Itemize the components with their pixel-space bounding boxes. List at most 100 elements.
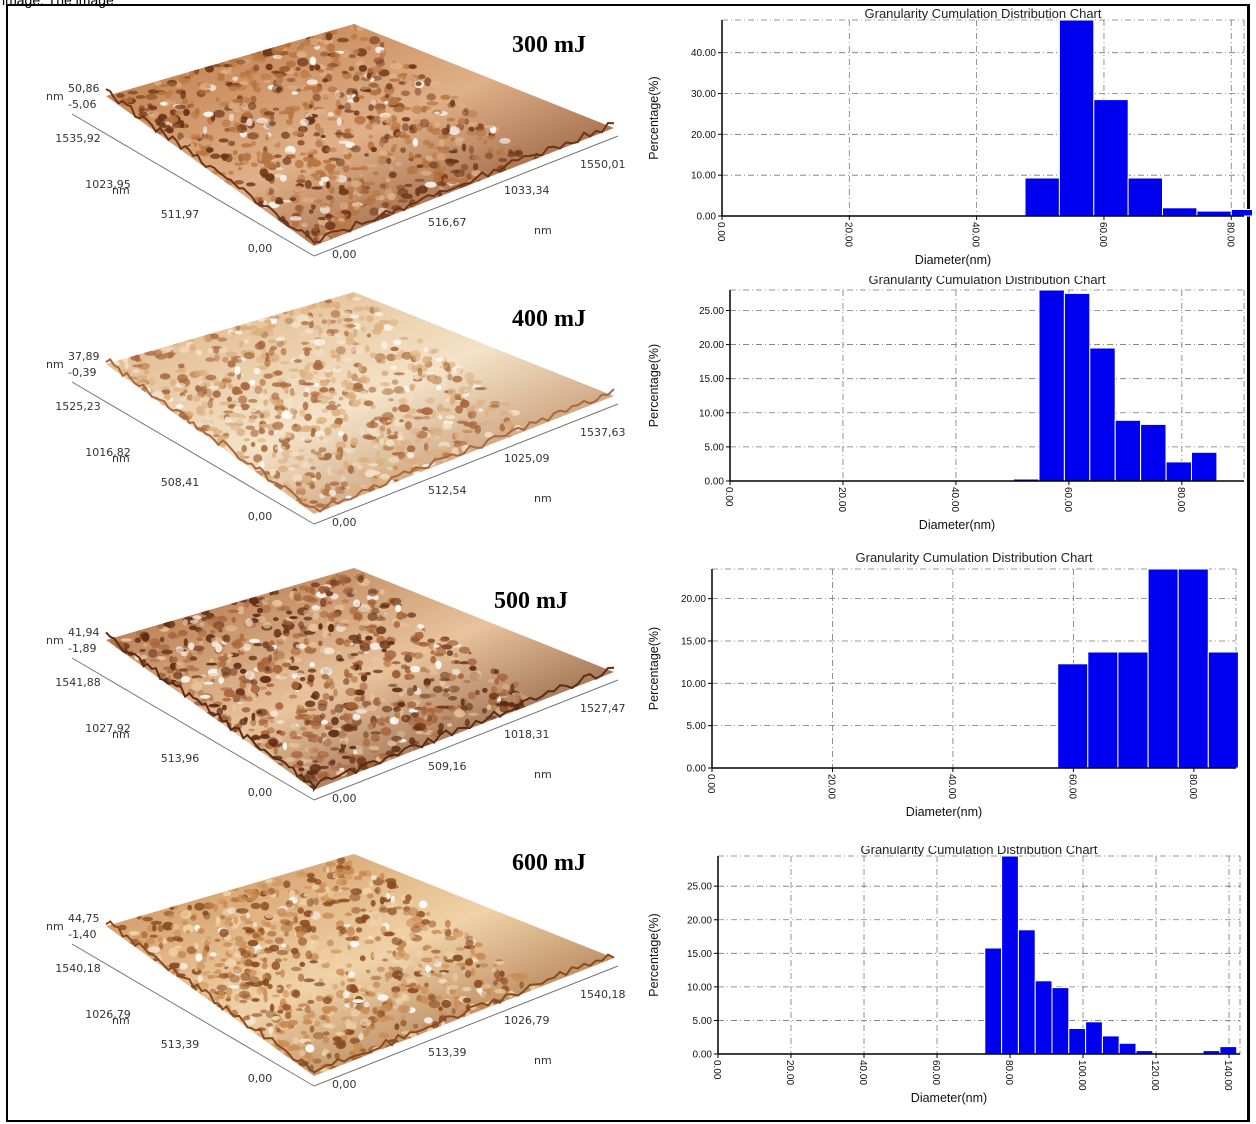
histogram-bar bbox=[1038, 289, 1065, 482]
afm-x-axis bbox=[313, 403, 619, 525]
histogram-chart: Granularity Cumulation Distribution Char… bbox=[647, 8, 1252, 267]
afm-z-max: 37,89 bbox=[68, 350, 100, 363]
afm-z-unit: nm bbox=[46, 90, 64, 103]
y-tick-label: 5.00 bbox=[693, 1016, 713, 1027]
x-tick-label: 140.00 bbox=[1222, 1060, 1233, 1091]
histogram-chart: Granularity Cumulation Distribution Char… bbox=[647, 846, 1241, 1105]
afm-surface-panel: nm 44,75 -1,40 1540,18 1026,79 513,39 0,00 nm 0,… bbox=[14, 838, 634, 1108]
afm-x-tick-label: 513,39 bbox=[428, 1046, 467, 1059]
y-tick-label: 5.00 bbox=[687, 721, 707, 732]
afm-x-tick-label: 1537,63 bbox=[580, 426, 626, 439]
afm-y-tick-label: 0,00 bbox=[248, 786, 273, 799]
y-tick-label: 15.00 bbox=[681, 636, 706, 647]
afm-surface-edge bbox=[105, 88, 615, 246]
afm-y-unit: nm bbox=[112, 728, 130, 741]
afm-x-tick-label: 1018,31 bbox=[504, 728, 550, 741]
afm-y-tick-label: 1540,18 bbox=[55, 962, 101, 975]
afm-x-tick-label: 512,54 bbox=[428, 484, 467, 497]
y-axis-label: Percentage(%) bbox=[647, 913, 661, 996]
x-tick-label: 0.00 bbox=[711, 1060, 722, 1080]
afm-surface-edge bbox=[105, 358, 615, 513]
afm-surface bbox=[106, 854, 614, 1076]
x-tick-label: 20.00 bbox=[836, 487, 847, 512]
histogram-bar bbox=[1001, 855, 1019, 1055]
afm-x-tick-label: 0,00 bbox=[332, 248, 357, 261]
afm-y-tick-label: 0,00 bbox=[248, 510, 273, 523]
afm-y-unit: nm bbox=[112, 184, 130, 197]
afm-z-max: 44,75 bbox=[68, 912, 100, 925]
histogram-bar bbox=[1191, 451, 1218, 482]
histogram-bar bbox=[1117, 651, 1149, 769]
afm-y-tick-label: 1026,79 bbox=[85, 1008, 131, 1021]
histogram-bar bbox=[1127, 177, 1164, 217]
x-tick-label: 20.00 bbox=[784, 1060, 795, 1085]
x-tick-label: 80.00 bbox=[1175, 487, 1186, 512]
afm-surface-3d: nm 37,89 -0,39 1525,23 1016,82 508,41 0,00 nm 0,… bbox=[46, 292, 626, 529]
x-axis-label: Diameter(nm) bbox=[911, 1091, 987, 1105]
afm-y-unit: nm bbox=[112, 1014, 130, 1027]
afm-x-axis bbox=[313, 965, 619, 1087]
afm-y-axis bbox=[71, 113, 315, 257]
afm-y-tick-label: 0,00 bbox=[248, 1072, 273, 1085]
y-tick-label: 10.00 bbox=[681, 679, 706, 690]
y-tick-label: 10.00 bbox=[691, 171, 716, 182]
histogram-bar bbox=[1034, 980, 1053, 1055]
afm-y-tick-label: 513,39 bbox=[161, 1038, 200, 1051]
x-tick-label: 0.00 bbox=[723, 487, 734, 507]
x-tick-label: 0.00 bbox=[705, 774, 716, 794]
afm-grain-texture bbox=[116, 24, 547, 243]
afm-x-unit: nm bbox=[534, 492, 552, 505]
afm-z-unit: nm bbox=[46, 358, 64, 371]
x-tick-label: 60.00 bbox=[930, 1060, 941, 1085]
afm-y-tick-label: 511,97 bbox=[161, 208, 200, 221]
afm-y-tick-label: 1027,92 bbox=[85, 722, 131, 735]
histogram-bar bbox=[1087, 651, 1119, 769]
x-tick-label: 80.00 bbox=[1003, 1060, 1014, 1085]
afm-x-tick-label: 1026,79 bbox=[504, 1014, 550, 1027]
afm-y-axis bbox=[71, 381, 315, 525]
x-tick-label: 60.00 bbox=[1062, 487, 1073, 512]
y-axis-label: Percentage(%) bbox=[647, 76, 661, 159]
histogram-bar bbox=[1085, 1021, 1103, 1055]
afm-y-tick-label: 0,00 bbox=[248, 242, 273, 255]
histogram-bar bbox=[1101, 1035, 1120, 1055]
afm-x-tick-label: 509,16 bbox=[428, 760, 467, 773]
x-tick-label: 0.00 bbox=[715, 222, 726, 242]
histogram-bar bbox=[1093, 99, 1129, 217]
x-axis-label: Diameter(nm) bbox=[915, 253, 991, 267]
chart-title: Granularity Cumulation Distribution Char… bbox=[861, 846, 1098, 857]
chart-title: Granularity Cumulation Distribution Char… bbox=[865, 8, 1102, 21]
y-tick-label: 0.00 bbox=[693, 1050, 713, 1061]
afm-y-unit: nm bbox=[112, 452, 130, 465]
afm-surface-panel: nm 50,86 -5,06 1535,92 1023,95 511,97 0,00 nm 0,… bbox=[14, 8, 634, 278]
afm-surface-panel: nm 37,89 -0,39 1525,23 1016,82 508,41 0,00 nm 0,… bbox=[14, 276, 634, 546]
x-tick-label: 80.00 bbox=[1187, 774, 1198, 799]
afm-y-tick-label: 1541,88 bbox=[55, 676, 101, 689]
afm-y-axis bbox=[71, 943, 315, 1087]
x-axis-label: Diameter(nm) bbox=[906, 805, 982, 819]
histogram-bar bbox=[1068, 1028, 1087, 1055]
afm-x-tick-label: 1540,18 bbox=[580, 988, 626, 1001]
afm-x-axis bbox=[313, 135, 619, 257]
afm-z-max: 41,94 bbox=[68, 626, 100, 639]
y-tick-label: 25.00 bbox=[699, 306, 724, 317]
x-tick-label: 20.00 bbox=[825, 774, 836, 799]
afm-x-tick-label: 0,00 bbox=[332, 1078, 357, 1091]
x-axis-label: Diameter(nm) bbox=[919, 518, 995, 532]
afm-surface-3d: nm 44,75 -1,40 1540,18 1026,79 513,39 0,00 nm 0,… bbox=[46, 854, 626, 1091]
histogram-bar bbox=[1058, 19, 1095, 217]
afm-surface-3d: nm 41,94 -1,89 1541,88 1027,92 513,96 0,00 nm 0,… bbox=[46, 568, 626, 805]
afm-z-unit: nm bbox=[46, 634, 64, 647]
y-tick-label: 20.00 bbox=[687, 915, 712, 926]
afm-x-tick-label: 0,00 bbox=[332, 792, 357, 805]
energy-label: 300 mJ bbox=[512, 32, 586, 58]
y-axis-label: Percentage(%) bbox=[647, 627, 661, 710]
afm-z-max: 50,86 bbox=[68, 82, 100, 95]
afm-y-tick-label: 1016,82 bbox=[85, 446, 131, 459]
x-tick-label: 40.00 bbox=[946, 774, 957, 799]
y-tick-label: 20.00 bbox=[691, 130, 716, 141]
y-tick-label: 10.00 bbox=[699, 408, 724, 419]
y-tick-label: 25.00 bbox=[687, 882, 712, 893]
energy-label: 500 mJ bbox=[494, 588, 568, 614]
afm-z-min: -1,40 bbox=[68, 928, 96, 941]
